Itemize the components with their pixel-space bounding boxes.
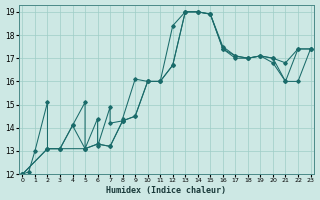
X-axis label: Humidex (Indice chaleur): Humidex (Indice chaleur)	[107, 186, 227, 195]
